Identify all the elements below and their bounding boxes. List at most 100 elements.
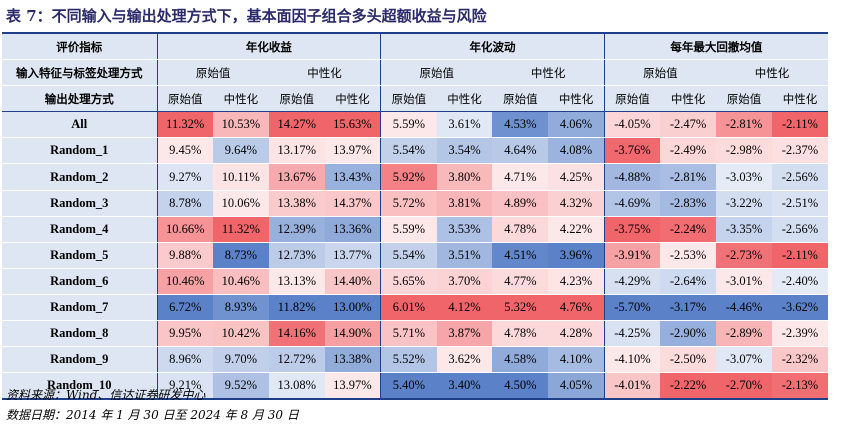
table-cell: 9.88% [156,242,213,269]
table-cell: 3.81% [436,190,493,217]
table-row: Random_4 10.66% 11.32% 12.39% 13.36% 5.59% 3.5… [2,216,828,243]
header-row-output-processing: 输出处理方式 原始值 中性化 原始值 中性化 原始值 中性化 原始值 中性化 原… [2,85,828,113]
row-label: Random_8 [2,320,158,348]
table-cell: 4.32% [548,190,605,217]
row-label: Random_2 [2,163,158,191]
table-cell: -4.29% [603,268,661,295]
table-cell: 11.82% [268,294,325,322]
table-cell: 13.13% [268,268,325,295]
header-output-value: 中性化 [212,85,269,113]
table-cell: -2.11% [771,242,828,269]
header-row-input-processing: 输入特征与标签处理方式 原始值 中性化 原始值 中性化 原始值 中性化 [2,59,828,87]
table-cell: 6.01% [380,294,437,322]
table-cell: -4.05% [603,111,661,139]
table-cell: 9.27% [156,163,213,191]
table-cell: 13.17% [268,137,325,165]
table-row: Random_8 9.95% 10.42% 14.16% 14.90% 5.71% 3.87… [2,320,828,348]
table-cell: 3.62% [436,346,493,374]
table-cell: 3.70% [436,268,493,295]
table-cell: 14.40% [324,268,381,295]
table-cell: -4.25% [603,320,661,348]
table-cell: 4.23% [548,268,605,295]
table-cell: -2.24% [660,216,717,243]
table-cell: 4.78% [492,320,549,348]
table-cell: 4.05% [548,372,605,401]
table-row: Random_2 9.27% 10.11% 13.67% 13.43% 5.92% 3.80… [2,163,828,191]
table-cell: -2.73% [716,242,772,269]
header-metric-label: 评价指标 [2,32,158,61]
table-cell: -2.47% [660,111,717,139]
header-input-value: 中性化 [268,59,381,87]
row-label: Random_3 [2,190,158,217]
table-cell: 8.73% [212,242,269,269]
header-input-value: 中性化 [492,59,605,87]
header-input-value: 原始值 [156,59,269,87]
header-output-value: 原始值 [603,85,661,113]
table-cell: 4.76% [548,294,605,322]
table-cell: 3.96% [548,242,605,269]
table-row: Random_3 8.78% 10.06% 13.38% 14.37% 5.72% 3.81… [2,190,828,217]
table-cell: 5.71% [380,320,437,348]
table-cell: -2.13% [771,372,828,401]
table-cell: -3.35% [716,216,772,243]
table-cell: -2.53% [660,242,717,269]
table-cell: 11.32% [212,216,269,243]
header-output-value: 原始值 [156,85,213,113]
table-cell: 13.00% [324,294,381,322]
table-cell: -2.32% [771,346,828,374]
row-label: Random_10 [2,372,158,401]
table-cell: 4.77% [492,268,549,295]
row-label: Random_4 [2,216,158,243]
header-output-label: 输出处理方式 [2,85,158,113]
row-label: Random_5 [2,242,158,269]
table-cell: -2.49% [660,137,717,165]
table-row: Random_1 9.45% 9.64% 13.17% 13.97% 5.54% 3.54%… [2,137,828,165]
table-cell: 4.89% [492,190,549,217]
table-cell: -2.70% [716,372,772,401]
table-cell: 8.96% [156,346,213,374]
table-cell: 6.72% [156,294,213,322]
date-note: 数据日期：2014 年 1 月 30 日至 2024 年 8 月 30 日 [6,408,299,422]
table-cell: 3.54% [436,137,493,165]
header-output-value: 中性化 [436,85,493,113]
table-cell: 9.64% [212,137,269,165]
table-cell: 4.10% [548,346,605,374]
table-row: Random_5 9.88% 8.73% 12.73% 13.77% 5.54% 3.51%… [2,242,828,269]
table-cell: -2.39% [771,320,828,348]
table-cell: 4.08% [548,137,605,165]
table-cell: 5.54% [380,137,437,165]
table-cell: -2.37% [771,137,828,165]
table-cell: 13.36% [324,216,381,243]
table-cell: -5.70% [603,294,661,322]
table-cell: 10.11% [212,163,269,191]
table-cell: -2.81% [716,111,772,139]
table-cell: 11.32% [156,111,213,139]
table-cell: -3.01% [716,268,772,295]
table-cell: -3.76% [603,137,661,165]
table-cell: 5.54% [380,242,437,269]
table-cell: 5.59% [380,216,437,243]
header-output-value: 中性化 [548,85,605,113]
table-cell: 4.06% [548,111,605,139]
table-cell: 4.71% [492,163,549,191]
table-cell: -4.10% [603,346,661,374]
table-cell: 13.38% [268,190,325,217]
header-group-annual-volatility: 年化波动 [380,32,605,61]
table-cell: -2.90% [660,320,717,348]
table-cell: 10.42% [212,320,269,348]
table-cell: 14.27% [268,111,325,139]
table-cell: 10.66% [156,216,213,243]
header-output-value: 原始值 [492,85,549,113]
table-cell: 5.92% [380,163,437,191]
header-output-value: 中性化 [771,85,828,113]
table-cell: 4.50% [492,372,549,401]
table-cell: -2.51% [771,190,828,217]
table-cell: 4.25% [548,163,605,191]
table-cell: -2.83% [660,190,717,217]
row-label: Random_6 [2,268,158,295]
table-cell: -3.62% [771,294,828,322]
table-cell: -2.81% [660,163,717,191]
table-cell: 5.32% [492,294,549,322]
table-cell: -4.01% [603,372,661,401]
table-cell: 4.12% [436,294,493,322]
